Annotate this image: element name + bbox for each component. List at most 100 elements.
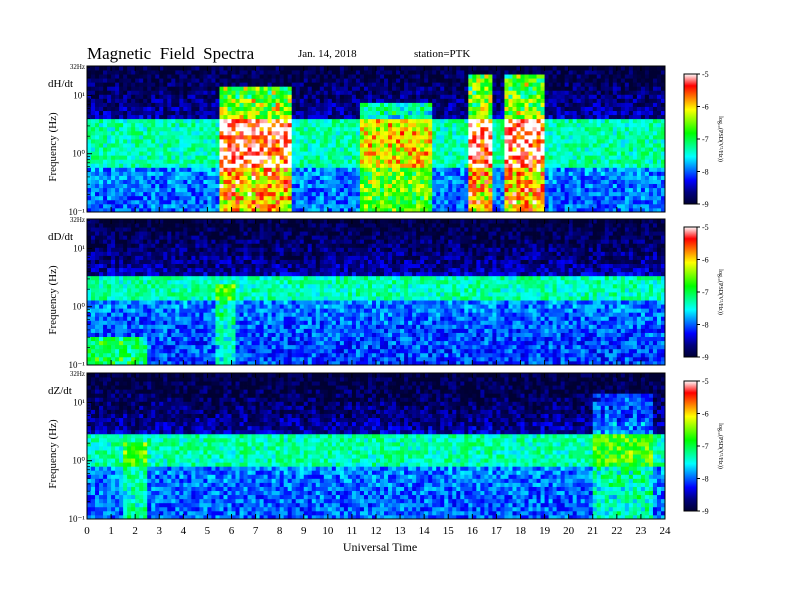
spectrogram-cell bbox=[131, 155, 136, 160]
spectrogram-cell bbox=[580, 195, 586, 201]
spectrogram-cell bbox=[195, 110, 200, 116]
spectrogram-cell bbox=[335, 195, 341, 201]
spectrogram-cell bbox=[588, 171, 594, 176]
spectrogram-cell bbox=[127, 183, 132, 189]
spectrogram-cell bbox=[107, 98, 112, 103]
spectrogram-cell bbox=[127, 82, 132, 87]
spectrogram-cell bbox=[191, 90, 196, 95]
spectrogram-cell bbox=[504, 86, 509, 91]
spectrogram-cell bbox=[636, 122, 642, 128]
spectrogram-cell bbox=[299, 143, 305, 148]
spectrogram-cell bbox=[576, 203, 582, 209]
spectrogram-cell bbox=[516, 183, 521, 189]
spectrogram-cell bbox=[207, 163, 212, 168]
spectrogram-cell bbox=[371, 171, 377, 176]
spectrogram-cell bbox=[195, 94, 200, 99]
spectrogram-cell bbox=[496, 86, 501, 91]
spectrogram-cell bbox=[488, 70, 493, 75]
spectrogram-cell bbox=[456, 94, 461, 99]
spectrogram-cell bbox=[275, 167, 281, 172]
spectrogram-cell bbox=[227, 122, 232, 128]
spectrogram-cell bbox=[151, 90, 156, 95]
spectrogram-cell bbox=[339, 122, 345, 128]
spectrogram-cell bbox=[608, 98, 614, 103]
spectrogram-cell bbox=[396, 130, 401, 136]
spectrogram-cell bbox=[596, 155, 602, 160]
spectrogram-cell bbox=[315, 207, 321, 213]
spectrogram-cell bbox=[107, 122, 112, 128]
spectrogram-cell bbox=[420, 114, 425, 120]
spectrogram-cell bbox=[564, 175, 570, 180]
spectrogram-cell bbox=[315, 74, 321, 79]
spectrogram-cell bbox=[512, 66, 517, 71]
spectrogram-cell bbox=[528, 86, 533, 91]
spectrogram-cell bbox=[203, 114, 208, 120]
spectrogram-cell bbox=[175, 126, 180, 132]
spectrogram-cell bbox=[111, 155, 116, 160]
spectrogram-cell bbox=[604, 90, 610, 95]
spectrogram-cell bbox=[271, 102, 277, 107]
spectrogram-cell bbox=[384, 147, 389, 152]
spectrogram-cell bbox=[163, 78, 168, 83]
spectrogram-cell bbox=[231, 199, 236, 205]
spectrogram-cell bbox=[351, 195, 357, 201]
spectrogram-cell bbox=[87, 130, 92, 136]
spectrogram-cell bbox=[183, 118, 188, 124]
spectrogram-cell bbox=[339, 86, 345, 91]
spectrogram-cell bbox=[283, 126, 289, 132]
spectrogram-cell bbox=[380, 155, 385, 160]
spectrogram-cell bbox=[91, 147, 96, 152]
spectrogram-cell bbox=[408, 171, 413, 176]
spectrogram-cell bbox=[576, 175, 582, 180]
spectrogram-cell bbox=[444, 130, 449, 136]
spectrogram-cell bbox=[103, 70, 108, 75]
spectrogram-cell bbox=[612, 195, 618, 201]
spectrogram-cell bbox=[512, 102, 517, 107]
spectrogram-cell bbox=[468, 118, 473, 124]
spectrogram-cell bbox=[343, 195, 349, 201]
spectrogram-cell bbox=[287, 70, 293, 75]
spectrogram-cell bbox=[460, 139, 465, 144]
spectrogram-cell bbox=[540, 134, 545, 140]
spectrogram-cell bbox=[544, 106, 549, 112]
spectrogram-cell bbox=[227, 147, 232, 152]
spectrogram-cell bbox=[600, 86, 606, 91]
spectrogram-cell bbox=[420, 82, 425, 87]
spectrogram-cell bbox=[612, 183, 618, 189]
spectrogram-cell bbox=[496, 90, 501, 95]
spectrogram-cell bbox=[183, 195, 188, 201]
spectrogram-cell bbox=[123, 98, 128, 103]
spectrogram-cell bbox=[620, 199, 626, 205]
spectrogram-cell bbox=[516, 143, 521, 148]
spectrogram-cell bbox=[271, 90, 277, 95]
spectrogram-cell bbox=[428, 203, 433, 209]
spectrogram-cell bbox=[616, 151, 622, 156]
spectrogram-cell bbox=[155, 130, 160, 136]
spectrogram-cell bbox=[628, 187, 634, 193]
spectrogram-cell bbox=[456, 74, 461, 79]
spectrogram-cell bbox=[235, 106, 240, 112]
spectrogram-cell bbox=[355, 126, 361, 132]
spectrogram-cell bbox=[355, 122, 361, 128]
spectrogram-cell bbox=[448, 159, 453, 164]
spectrogram-cell bbox=[235, 143, 240, 148]
spectrogram-cell bbox=[315, 98, 321, 103]
spectrogram-cell bbox=[239, 151, 244, 156]
spectrogram-cell bbox=[488, 179, 493, 185]
spectrogram-cell bbox=[536, 171, 541, 176]
spectrogram-cell bbox=[404, 90, 409, 95]
spectrogram-cell bbox=[404, 118, 409, 124]
spectrogram-cell bbox=[279, 102, 285, 107]
spectrogram-cell bbox=[339, 191, 345, 197]
spectrogram-cell bbox=[139, 171, 144, 176]
spectrogram-cell bbox=[544, 167, 549, 172]
spectrogram-cell bbox=[584, 130, 590, 136]
spectrogram-cell bbox=[552, 195, 558, 201]
spectrogram-cell bbox=[400, 163, 405, 168]
spectrogram-cell bbox=[428, 167, 433, 172]
spectrogram-cell bbox=[343, 98, 349, 103]
spectrogram-cell bbox=[376, 159, 381, 164]
spectrogram-cell bbox=[323, 106, 329, 112]
spectrogram-cell bbox=[203, 86, 208, 91]
spectrogram-cell bbox=[592, 114, 598, 120]
